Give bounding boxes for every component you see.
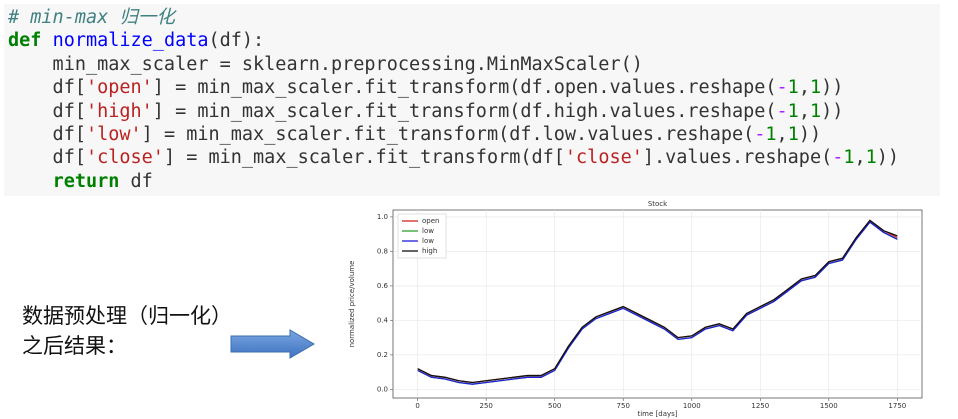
code-token: )) xyxy=(876,147,900,169)
code-token: df xyxy=(119,170,153,192)
code-token: 'high' xyxy=(85,100,153,122)
x-axis-label: time [days] xyxy=(637,410,677,418)
code-line: df['low'] = min_max_scaler.fit_transform… xyxy=(4,123,940,146)
code-line: df['high'] = min_max_scaler.fit_transfor… xyxy=(4,100,940,123)
code-line: return df xyxy=(4,170,940,193)
code-line: min_max_scaler = sklearn.preprocessing.M… xyxy=(4,53,940,76)
legend-label: low xyxy=(422,237,434,245)
code-block: # min-max 归一化 def normalize_data(df): min… xyxy=(4,4,940,196)
series-line xyxy=(417,219,898,384)
code-token: min_max_scaler = sklearn.preprocessing.M… xyxy=(8,53,643,75)
code-token: ] = min_max_scaler.fit_transform(df.open… xyxy=(152,77,777,99)
chart-title: Stock xyxy=(648,200,668,208)
y-tick-label: 0.6 xyxy=(377,282,389,290)
code-token: - xyxy=(776,77,788,99)
code-token: ] = min_max_scaler.fit_transform(df.high… xyxy=(152,100,777,122)
code-token: 1 xyxy=(843,147,855,169)
x-tick-label: 1250 xyxy=(751,402,769,410)
code-token: )) xyxy=(798,123,822,145)
y-tick-label: 0.4 xyxy=(377,316,389,324)
code-token: , xyxy=(776,123,788,145)
y-axis-label: normalized price/volume xyxy=(348,261,356,348)
code-token: - xyxy=(776,100,788,122)
x-tick-label: 250 xyxy=(480,402,493,410)
code-token: # min-max 归一化 xyxy=(8,7,175,28)
code-token: 1 xyxy=(787,100,799,122)
legend-label: low xyxy=(422,227,434,235)
code-token: (df): xyxy=(208,30,265,52)
code-line: df['close'] = min_max_scaler.fit_transfo… xyxy=(4,146,940,169)
caption: 之后结果： xyxy=(22,334,127,358)
x-tick-label: 1000 xyxy=(683,402,701,410)
code-token: df[ xyxy=(8,100,86,122)
code-token: 1 xyxy=(765,123,777,145)
code-token: , xyxy=(798,77,810,99)
code-token: 1 xyxy=(787,77,799,99)
code-token: 1 xyxy=(787,123,799,145)
code-token: , xyxy=(854,147,866,169)
x-tick-label: 1500 xyxy=(820,402,838,410)
code-token: - xyxy=(832,147,844,169)
legend-label: high xyxy=(422,247,437,255)
series-line xyxy=(417,221,898,385)
code-token: ] = min_max_scaler.fit_transform(df[ xyxy=(163,147,565,169)
code-token: df[ xyxy=(8,123,86,145)
y-tick-label: 1.0 xyxy=(377,213,388,221)
code-line: # min-max 归一化 xyxy=(4,6,940,29)
plot-area xyxy=(392,209,923,399)
code-token: ] = min_max_scaler.fit_transform(df.low.… xyxy=(141,123,755,145)
code-line: df['open'] = min_max_scaler.fit_transfor… xyxy=(4,76,940,99)
x-tick-label: 500 xyxy=(548,402,561,410)
code-token: 1 xyxy=(865,147,877,169)
y-tick-label: 0.0 xyxy=(377,385,388,393)
y-tick-label: 0.2 xyxy=(377,351,388,359)
code-token: df[ xyxy=(8,147,86,169)
code-token: normalize_data xyxy=(52,30,209,52)
y-tick-label: 0.8 xyxy=(377,247,388,255)
code-token: - xyxy=(754,123,766,145)
code-token: , xyxy=(798,100,810,122)
code-token: 'close' xyxy=(85,147,164,169)
code-token: 'open' xyxy=(85,77,153,99)
code-token: 1 xyxy=(809,100,822,122)
code-token xyxy=(41,30,52,51)
code-token: df[ xyxy=(8,77,86,99)
code-token: ].values.reshape( xyxy=(642,147,833,169)
x-tick-label: 750 xyxy=(617,402,630,410)
caption: 数据预处理（归一化） xyxy=(22,304,232,328)
code-token: )) xyxy=(821,100,844,122)
arrow xyxy=(230,329,315,359)
code-token: return xyxy=(52,170,120,192)
legend-label: open xyxy=(422,217,439,225)
code-token: 'low' xyxy=(85,123,142,145)
code-token: )) xyxy=(821,77,844,99)
x-tick-label: 1750 xyxy=(888,402,906,410)
code-line: def normalize_data(df): xyxy=(4,29,940,52)
chart: Stock time [days] normalized price/volume 0… xyxy=(348,200,923,418)
code-token: def xyxy=(8,30,42,52)
code-token xyxy=(8,171,53,192)
code-token: 'close' xyxy=(564,147,643,169)
code-token: 1 xyxy=(809,77,822,99)
x-tick-label: 0 xyxy=(415,402,419,410)
